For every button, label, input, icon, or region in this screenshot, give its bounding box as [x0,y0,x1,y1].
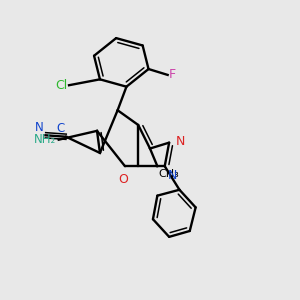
Text: F: F [169,68,176,81]
Text: O: O [118,173,128,186]
Text: N: N [35,121,44,134]
Text: N: N [176,135,185,148]
Text: C: C [56,122,64,135]
Text: Cl: Cl [55,79,68,92]
Text: CH₃: CH₃ [159,169,180,179]
Text: NH₂: NH₂ [34,133,56,146]
Text: N: N [168,169,177,182]
